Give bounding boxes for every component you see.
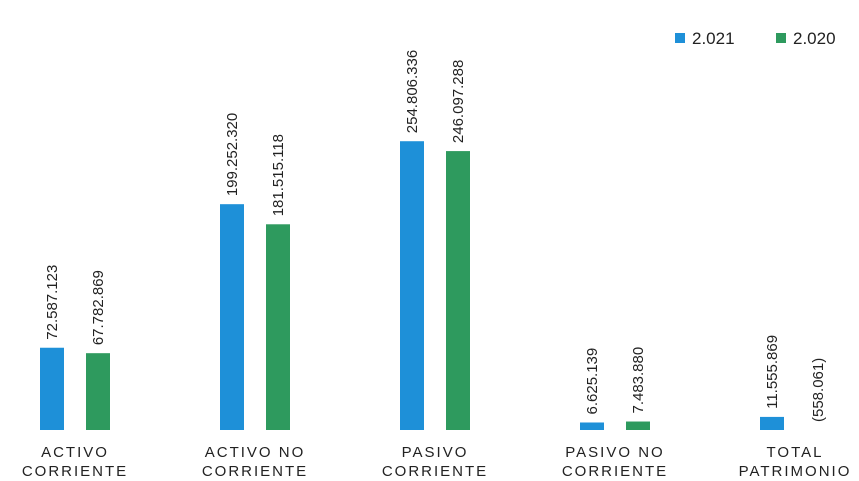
value-label-2.020-2: 246.097.288 — [450, 60, 467, 143]
bar-2.020-0 — [86, 353, 110, 430]
category-label-1: ACTIVO NO CORRIENTE — [202, 444, 308, 480]
value-label-2.020-4: (558.061) — [810, 358, 827, 422]
value-label-2.021-4: 11.555.869 — [764, 335, 781, 409]
value-labels-layer: 72.587.123 199.252.320 254.806.336 6.625.13… — [44, 50, 827, 422]
legend-swatch-2021 — [675, 33, 685, 43]
bars-layer — [40, 141, 784, 431]
category-labels-layer: ACTIVO CORRIENTE ACTIVO NO CORRIENTE PASIVO C… — [22, 444, 852, 480]
legend: 2.021 2.020 — [675, 29, 836, 48]
bar-2.021-3 — [580, 422, 604, 430]
bar-2.020-1 — [266, 224, 290, 430]
bar-2.021-0 — [40, 347, 64, 430]
value-label-2.020-1: 181.515.118 — [270, 134, 287, 216]
bar-2.021-1 — [220, 204, 244, 430]
value-label-2.021-2: 254.806.336 — [404, 50, 421, 133]
value-label-2.021-3: 6.625.139 — [584, 348, 601, 415]
bar-2.021-4 — [760, 416, 784, 430]
category-label-0: ACTIVO CORRIENTE — [22, 444, 128, 480]
value-label-2.021-1: 199.252.320 — [224, 113, 241, 196]
value-label-2.021-0: 72.587.123 — [44, 265, 61, 340]
legend-swatch-2020 — [776, 33, 786, 43]
bar-2.020-2 — [446, 151, 470, 431]
category-label-2: PASIVO CORRIENTE — [382, 444, 488, 480]
bar-2.020-3 — [626, 421, 650, 430]
category-label-4: TOTAL PATRIMONIO — [739, 444, 852, 480]
category-label-3: PASIVO NO CORRIENTE — [562, 444, 668, 480]
legend-label-2020: 2.020 — [793, 29, 836, 48]
bar-2.021-2 — [400, 141, 424, 430]
value-label-2.020-0: 67.782.869 — [90, 270, 107, 345]
legend-label-2021: 2.021 — [692, 29, 735, 48]
value-label-2.020-3: 7.483.880 — [630, 347, 647, 414]
